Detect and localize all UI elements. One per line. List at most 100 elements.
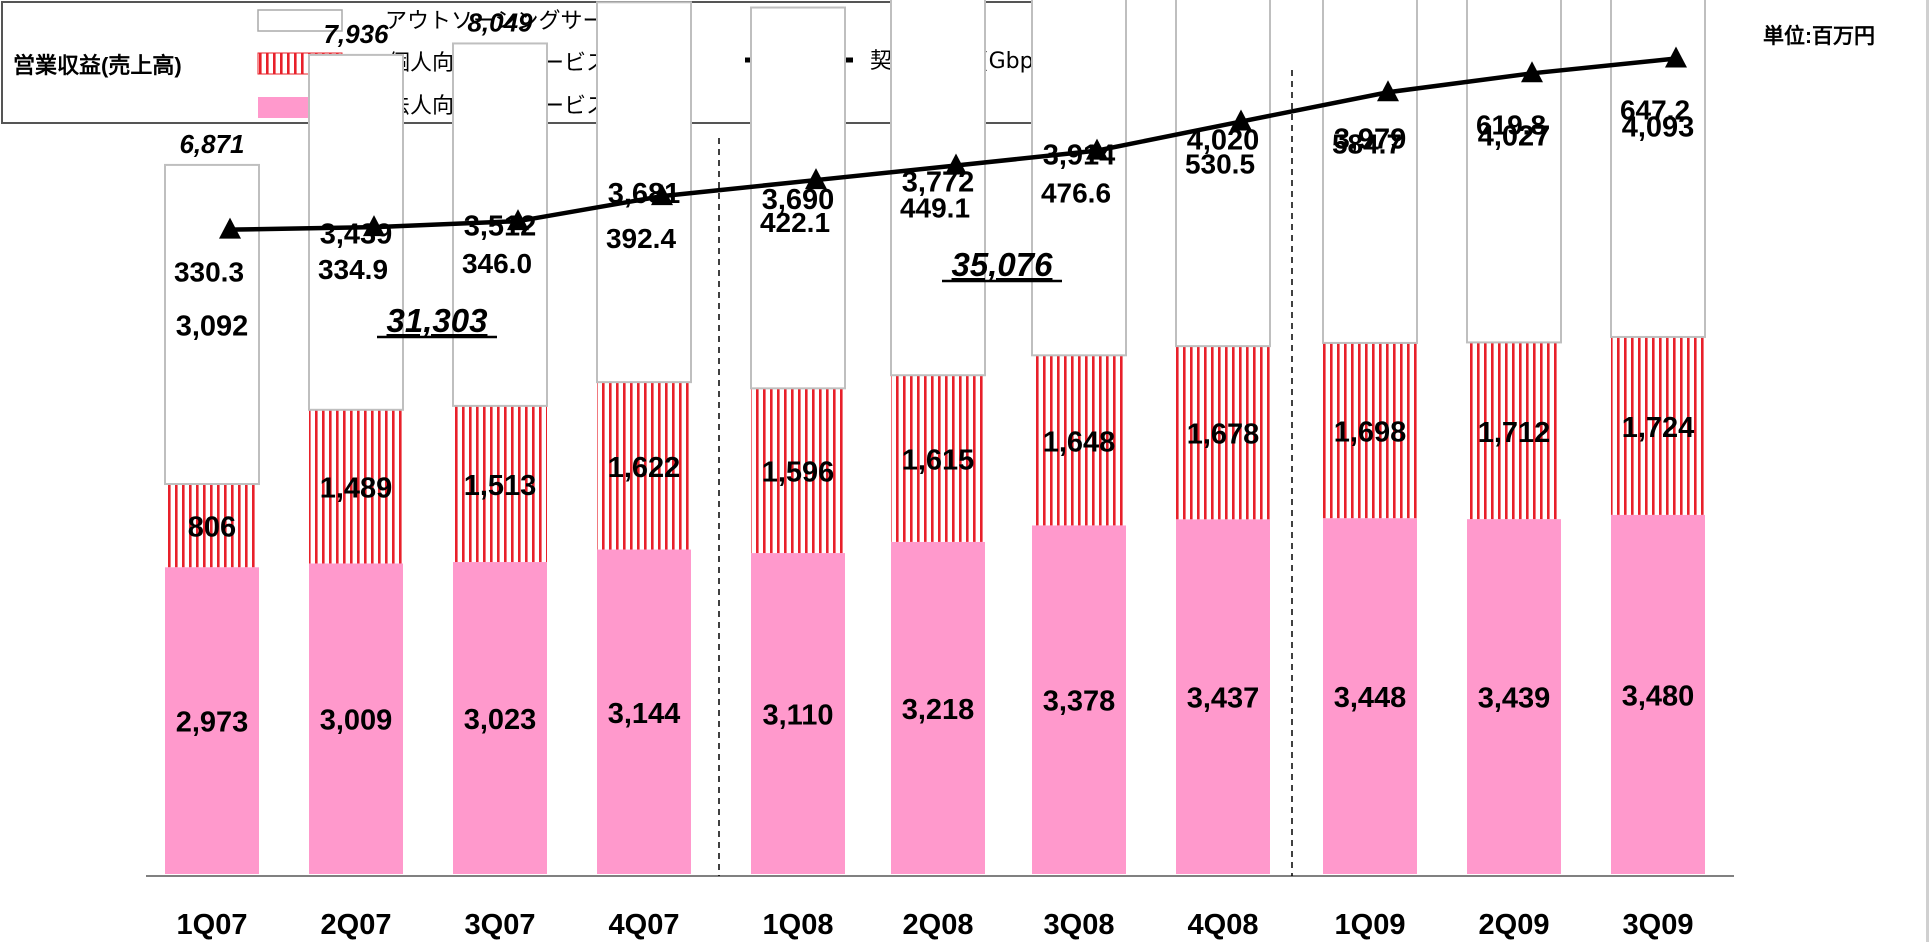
label-total-1Q08: 8,396 [765, 0, 831, 2]
label-corporate-2Q09: 3,439 [1478, 683, 1551, 715]
label-consumer-2Q09: 1,712 [1478, 417, 1551, 449]
label-consumer-1Q09: 1,698 [1334, 417, 1407, 449]
bar-corporate-1Q07 [165, 567, 259, 874]
bar-consumer-3Q07 [453, 405, 547, 563]
bandwidth-marker-4Q08 [1230, 109, 1252, 131]
bandwidth-label-2Q09: 619.8 [1476, 109, 1546, 140]
x-tick-3Q08: 3Q08 [1044, 909, 1115, 941]
bandwidth-label-3Q09: 647.2 [1620, 95, 1690, 126]
label-outsourcing-1Q08: 3,690 [762, 184, 835, 216]
x-tick-4Q08: 4Q08 [1188, 909, 1259, 941]
label-consumer-3Q07: 1,513 [464, 470, 537, 502]
label-corporate-3Q09: 3,480 [1622, 680, 1695, 712]
x-tick-1Q07: 1Q07 [177, 909, 248, 941]
bar-corporate-4Q08 [1176, 519, 1270, 874]
label-total-2Q07: 7,936 [323, 19, 389, 49]
bandwidth-marker-2Q09 [1521, 61, 1543, 83]
legend-group-label: 営業収益(売上高) [13, 53, 182, 78]
label-outsourcing-2Q09: 4,027 [1478, 121, 1551, 153]
bandwidth-label-4Q08: 530.5 [1185, 149, 1255, 180]
label-consumer-2Q07: 1,489 [320, 473, 393, 505]
bandwidth-label-3Q07: 346.0 [462, 248, 532, 279]
label-outsourcing-3Q09: 4,093 [1622, 112, 1695, 144]
x-tick-1Q09: 1Q09 [1335, 909, 1406, 941]
label-outsourcing-1Q07: 3,092 [176, 310, 249, 342]
right-edge-bar [1926, 0, 1929, 942]
label-consumer-1Q07: 806 [188, 512, 236, 544]
label-consumer-2Q08: 1,615 [902, 445, 975, 477]
bar-corporate-2Q09 [1467, 519, 1561, 874]
label-corporate-1Q07: 2,973 [176, 707, 249, 739]
bar-consumer-2Q08 [891, 375, 985, 542]
bar-corporate-3Q08 [1032, 525, 1126, 874]
bandwidth-marker-1Q07 [219, 217, 241, 239]
bar-outsourcing-1Q09 [1322, 0, 1418, 344]
label-consumer-3Q08: 1,648 [1043, 426, 1116, 458]
unit-label: 単位:百万円 [1763, 24, 1875, 48]
x-tick-2Q09: 2Q09 [1479, 909, 1550, 941]
bandwidth-label-2Q07: 334.9 [318, 254, 388, 285]
label-total-3Q07: 8,049 [467, 7, 533, 37]
label-consumer-1Q08: 1,596 [762, 457, 835, 489]
bar-consumer-1Q08 [751, 388, 845, 554]
bandwidth-label-4Q07: 392.4 [606, 223, 676, 254]
bandwidth-label-1Q08: 422.1 [760, 207, 830, 238]
bar-outsourcing-3Q09 [1610, 0, 1706, 338]
bar-outsourcing-2Q09 [1466, 0, 1562, 344]
label-consumer-4Q07: 1,622 [608, 452, 681, 484]
bandwidth-label-3Q08: 476.6 [1041, 178, 1111, 209]
label-outsourcing-2Q08: 3,772 [902, 167, 975, 199]
bandwidth-marker-3Q09 [1665, 46, 1687, 68]
bandwidth-marker-1Q09 [1377, 80, 1399, 102]
label-consumer-4Q08: 1,678 [1187, 419, 1260, 451]
bar-consumer-2Q07 [309, 409, 403, 564]
label-outsourcing-4Q08: 4,020 [1187, 125, 1260, 157]
bandwidth-marker-2Q07 [363, 215, 385, 237]
bar-consumer-2Q09 [1467, 342, 1561, 520]
label-outsourcing-3Q07: 3,512 [464, 211, 537, 243]
label-outsourcing-2Q07: 3,439 [320, 218, 393, 250]
label-corporate-1Q08: 3,110 [763, 700, 834, 732]
bar-consumer-3Q09 [1611, 336, 1705, 515]
legend-swatch-outsourcing [257, 9, 343, 32]
label-total-1Q07: 6,871 [179, 129, 244, 159]
bar-corporate-1Q09 [1323, 518, 1417, 874]
x-tick-4Q07: 4Q07 [609, 909, 680, 941]
bandwidth-marker-3Q08 [1086, 138, 1108, 160]
bar-consumer-1Q07 [165, 484, 259, 568]
annual-total-2008: 35,076 [952, 246, 1054, 283]
label-corporate-2Q07: 3,009 [320, 705, 393, 737]
label-corporate-2Q08: 3,218 [902, 694, 975, 726]
bar-corporate-1Q08 [751, 553, 845, 874]
bars-layer [164, 0, 1706, 874]
annual-total-2007: 31,303 [387, 302, 488, 339]
bar-outsourcing-4Q07 [596, 1, 692, 384]
label-corporate-3Q07: 3,023 [464, 704, 537, 736]
label-corporate-4Q07: 3,144 [608, 698, 681, 730]
bar-corporate-2Q07 [309, 563, 403, 874]
label-consumer-3Q09: 1,724 [1622, 412, 1695, 444]
label-outsourcing-4Q07: 3,681 [608, 178, 681, 210]
bar-outsourcing-1Q08 [750, 6, 846, 390]
bar-corporate-3Q09 [1611, 514, 1705, 874]
bandwidth-label-1Q09: 584.7 [1332, 128, 1402, 159]
labels-layer: 2,973 806 3,092 6,871 1Q07 3,009 1,489 3,439 7,9… [174, 0, 1694, 941]
bar-corporate-3Q07 [453, 562, 547, 874]
bandwidth-marker-4Q07 [651, 184, 673, 206]
bar-outsourcing-3Q08 [1031, 0, 1127, 357]
bar-outsourcing-1Q07 [164, 163, 260, 486]
bar-consumer-1Q09 [1323, 342, 1417, 519]
label-corporate-4Q08: 3,437 [1187, 683, 1260, 715]
bar-consumer-3Q08 [1032, 355, 1126, 526]
label-corporate-3Q08: 3,378 [1043, 686, 1116, 718]
label-outsourcing-3Q08: 3,914 [1043, 139, 1116, 171]
bar-outsourcing-4Q08 [1175, 0, 1271, 348]
bar-outsourcing-2Q07 [308, 53, 404, 411]
bar-consumer-4Q07 [597, 382, 691, 550]
bar-corporate-4Q07 [597, 549, 691, 874]
bar-corporate-2Q08 [891, 541, 985, 874]
bandwidth-marker-3Q07 [507, 209, 529, 231]
x-tick-2Q07: 2Q07 [321, 909, 392, 941]
bandwidth-line-layer [219, 46, 1687, 239]
bandwidth-marker-2Q08 [945, 153, 967, 175]
